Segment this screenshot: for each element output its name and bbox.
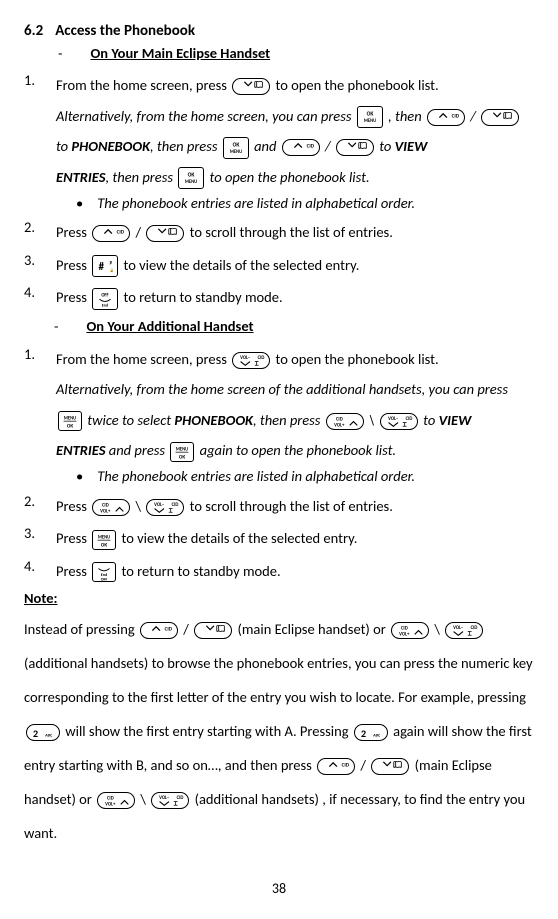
ok-menu-key-icon xyxy=(223,137,249,159)
vol-up-key-icon xyxy=(391,622,429,639)
vol-up-key-icon xyxy=(97,792,135,809)
subsection-main-handset: -On Your Main Eclipse Handset xyxy=(58,43,534,65)
down-phonebook-key-icon xyxy=(194,622,232,639)
up-cid-key-icon xyxy=(282,139,320,156)
down-phonebook-key-icon xyxy=(371,758,409,775)
menu-ok-key-icon xyxy=(92,530,116,550)
section-number: 6.2 xyxy=(24,20,43,43)
vol-down-key-icon xyxy=(151,792,189,809)
section-heading: 6.2 Access the Phonebook xyxy=(24,20,534,43)
step-number: 1. xyxy=(24,70,38,215)
subsection-additional-handset: -On Your Additional Handset xyxy=(54,315,534,338)
down-phonebook-key-icon xyxy=(481,109,519,126)
bullet-note: • The phonebook entries are listed in al… xyxy=(76,465,534,488)
note-body: Instead of pressing / (main Eclipse hand… xyxy=(24,612,534,850)
hash-key-icon xyxy=(92,255,118,277)
note-label: Note: xyxy=(24,588,534,610)
up-cid-key-icon xyxy=(140,622,178,639)
down-phonebook-key-icon xyxy=(146,225,184,242)
down-phonebook-key-icon xyxy=(232,78,270,95)
vol-down-key-icon xyxy=(445,622,483,639)
end-off-key-icon xyxy=(92,562,116,582)
vol-up-key-icon xyxy=(92,499,130,516)
ok-menu-key-icon xyxy=(357,106,383,128)
page-number: 38 xyxy=(24,878,534,899)
up-cid-key-icon xyxy=(427,109,465,126)
menu-ok-key-icon xyxy=(170,442,194,462)
down-phonebook-key-icon xyxy=(336,139,374,156)
vol-down-key-icon xyxy=(232,352,270,369)
step-content: From the home screen, press to open the … xyxy=(56,70,534,215)
vol-up-key-icon xyxy=(326,413,364,430)
ok-menu-key-icon xyxy=(178,167,204,189)
two-abc-key-icon xyxy=(354,724,388,741)
two-abc-key-icon xyxy=(26,724,60,741)
main-handset-steps: 1. From the home screen, press to open t… xyxy=(24,70,534,337)
bullet-note: • The phonebook entries are listed in al… xyxy=(76,192,534,215)
off-end-key-icon xyxy=(92,288,118,310)
up-cid-key-icon xyxy=(92,225,130,242)
section-title: Access the Phonebook xyxy=(55,20,195,43)
additional-handset-steps: 1. From the home screen, press to open t… xyxy=(24,344,534,586)
vol-down-key-icon xyxy=(380,413,418,430)
menu-ok-key-icon xyxy=(58,411,82,431)
vol-down-key-icon xyxy=(146,499,184,516)
up-cid-key-icon xyxy=(317,758,355,775)
